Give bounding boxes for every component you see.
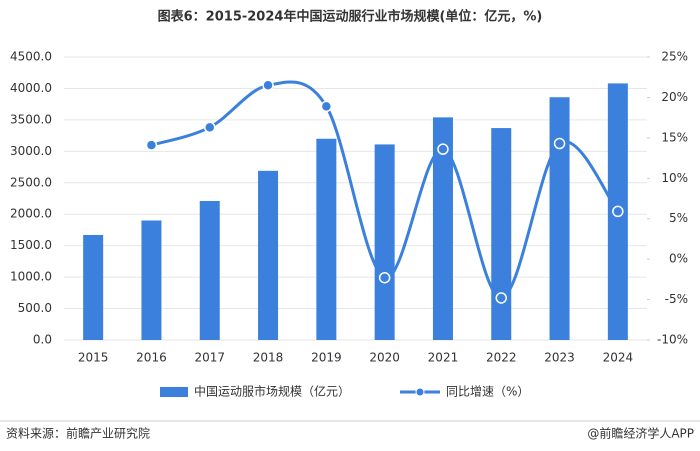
y-tick-label: 0.0 [33, 333, 52, 347]
y2-tick-label: 15% [661, 130, 688, 144]
y2-tick-label: 5% [669, 211, 688, 225]
y-tick-label: 4500.0 [10, 50, 52, 64]
legend-swatch [160, 387, 188, 397]
x-tick-label: 2020 [369, 351, 400, 365]
bar [258, 170, 279, 340]
legend-swatch [415, 387, 425, 397]
y2-tick-label: -10% [657, 333, 688, 347]
y-tick-label: 4000.0 [10, 81, 52, 95]
y-tick-label: 2000.0 [10, 207, 52, 221]
y-tick-label: 1500.0 [10, 238, 52, 252]
x-tick-label: 2015 [78, 351, 109, 365]
line-point [553, 137, 566, 150]
line-point [145, 139, 158, 151]
bar [432, 117, 453, 340]
y2-tick-label: 20% [661, 90, 688, 104]
source-note: 资料来源：前瞻产业研究院 [6, 426, 150, 441]
y2-tick-label: 10% [661, 171, 688, 185]
bar [83, 234, 104, 340]
line-point [378, 271, 391, 284]
x-tick-label: 2018 [253, 351, 284, 365]
y-tick-label: 2500.0 [10, 175, 52, 189]
bar [491, 128, 512, 340]
bar [316, 138, 337, 340]
y-tick-label: 1000.0 [10, 270, 52, 284]
x-tick-label: 2016 [136, 351, 167, 365]
legend-label: 中国运动服市场规模（亿元） [194, 384, 350, 399]
bar [374, 144, 395, 340]
y-tick-label: 3000.0 [10, 144, 52, 158]
line [151, 80, 620, 300]
x-tick-label: 2024 [603, 351, 634, 365]
y-tick-label: 500.0 [18, 301, 52, 315]
brand-note: @前瞻经济学人APP [587, 426, 694, 441]
x-tick-label: 2019 [311, 351, 342, 365]
y2-tick-label: 25% [661, 50, 688, 64]
bar [199, 201, 220, 340]
line-point [262, 79, 274, 92]
x-tick-label: 2017 [194, 351, 225, 365]
bar [549, 97, 570, 340]
line-point [204, 121, 216, 134]
legend-label: 同比增速（%） [446, 385, 529, 399]
y-tick-label: 3500.0 [10, 112, 52, 126]
y2-tick-label: -5% [665, 292, 688, 306]
line-point [320, 100, 333, 113]
line-point [612, 205, 624, 218]
x-tick-label: 2021 [428, 351, 459, 365]
line-point [495, 292, 507, 304]
bar [141, 220, 162, 340]
y2-tick-label: 0% [669, 252, 688, 266]
x-tick-label: 2022 [486, 351, 517, 365]
x-tick-label: 2023 [544, 351, 575, 365]
chart-title: 图表6：2015-2024年中国运动服行业市场规模(单位：亿元，%) [158, 9, 543, 25]
line-point [437, 143, 449, 155]
